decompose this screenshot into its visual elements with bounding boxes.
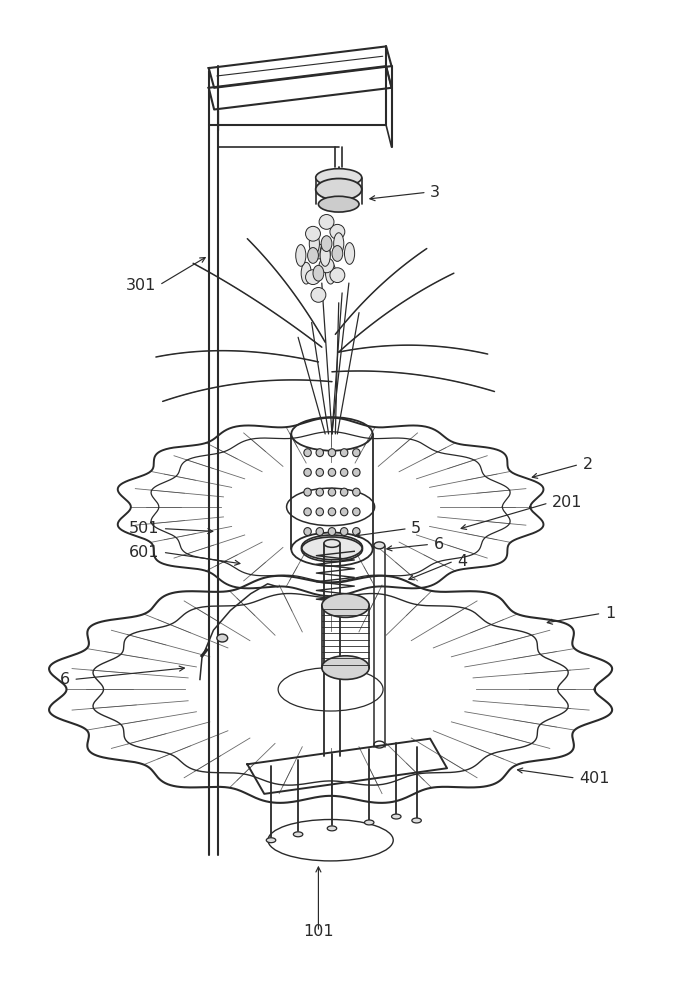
Ellipse shape bbox=[341, 528, 348, 536]
Ellipse shape bbox=[320, 243, 330, 264]
Ellipse shape bbox=[311, 244, 326, 259]
Ellipse shape bbox=[316, 449, 323, 457]
Ellipse shape bbox=[322, 594, 369, 617]
Ellipse shape bbox=[341, 468, 348, 476]
Ellipse shape bbox=[305, 226, 321, 241]
Ellipse shape bbox=[304, 468, 312, 476]
Text: 501: 501 bbox=[129, 521, 160, 536]
Ellipse shape bbox=[352, 508, 360, 516]
Ellipse shape bbox=[305, 270, 321, 285]
Circle shape bbox=[321, 236, 332, 251]
Ellipse shape bbox=[392, 814, 401, 819]
Ellipse shape bbox=[325, 262, 336, 284]
Ellipse shape bbox=[328, 508, 336, 516]
Text: 3: 3 bbox=[430, 185, 440, 200]
Ellipse shape bbox=[341, 449, 348, 457]
Ellipse shape bbox=[328, 468, 336, 476]
Ellipse shape bbox=[328, 826, 337, 831]
Ellipse shape bbox=[319, 215, 334, 229]
Text: 1: 1 bbox=[605, 606, 615, 621]
Circle shape bbox=[332, 246, 343, 261]
Ellipse shape bbox=[316, 468, 323, 476]
Ellipse shape bbox=[304, 508, 312, 516]
Ellipse shape bbox=[352, 449, 360, 457]
Ellipse shape bbox=[311, 287, 326, 302]
Ellipse shape bbox=[341, 508, 348, 516]
Text: 6: 6 bbox=[433, 537, 444, 552]
Ellipse shape bbox=[319, 258, 334, 273]
Text: 5: 5 bbox=[411, 521, 422, 536]
Ellipse shape bbox=[310, 233, 319, 254]
Text: 201: 201 bbox=[552, 495, 583, 510]
Circle shape bbox=[313, 265, 324, 281]
Circle shape bbox=[307, 248, 319, 263]
Ellipse shape bbox=[330, 268, 345, 283]
Text: 401: 401 bbox=[579, 771, 609, 786]
Ellipse shape bbox=[294, 832, 303, 837]
Ellipse shape bbox=[320, 245, 330, 266]
Ellipse shape bbox=[322, 656, 369, 679]
Ellipse shape bbox=[304, 449, 312, 457]
Ellipse shape bbox=[266, 838, 276, 843]
Text: 4: 4 bbox=[457, 554, 467, 569]
Text: 301: 301 bbox=[126, 278, 156, 293]
Ellipse shape bbox=[364, 820, 374, 825]
Ellipse shape bbox=[328, 488, 336, 496]
Ellipse shape bbox=[319, 196, 359, 212]
Ellipse shape bbox=[301, 535, 362, 560]
Text: 2: 2 bbox=[583, 457, 593, 472]
Ellipse shape bbox=[330, 224, 345, 239]
Ellipse shape bbox=[316, 179, 362, 200]
Ellipse shape bbox=[328, 449, 336, 457]
Ellipse shape bbox=[412, 818, 422, 823]
Ellipse shape bbox=[316, 488, 323, 496]
Ellipse shape bbox=[352, 488, 360, 496]
Ellipse shape bbox=[341, 488, 348, 496]
Ellipse shape bbox=[352, 468, 360, 476]
Ellipse shape bbox=[328, 528, 336, 536]
Text: 601: 601 bbox=[129, 545, 160, 560]
Ellipse shape bbox=[345, 243, 354, 264]
Ellipse shape bbox=[316, 508, 323, 516]
Ellipse shape bbox=[334, 233, 344, 254]
Ellipse shape bbox=[301, 262, 312, 284]
Ellipse shape bbox=[217, 634, 227, 642]
Text: 101: 101 bbox=[303, 924, 334, 939]
Ellipse shape bbox=[296, 245, 306, 266]
Ellipse shape bbox=[316, 169, 362, 186]
Ellipse shape bbox=[304, 488, 312, 496]
Ellipse shape bbox=[352, 528, 360, 536]
Ellipse shape bbox=[304, 528, 312, 536]
Text: 6: 6 bbox=[60, 672, 70, 687]
Ellipse shape bbox=[316, 528, 323, 536]
Ellipse shape bbox=[374, 542, 385, 549]
